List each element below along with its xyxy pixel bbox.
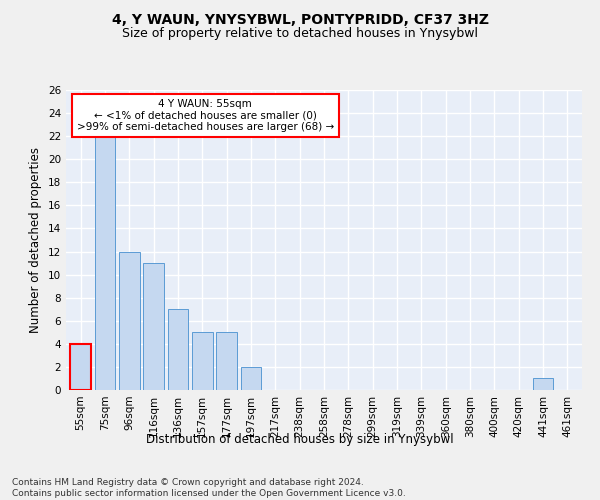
Bar [241,367,262,390]
Text: 4 Y WAUN: 55sqm
← <1% of detached houses are smaller (0)
>99% of semi-detached h: 4 Y WAUN: 55sqm ← <1% of detached houses… [77,99,334,132]
Bar [70,344,91,390]
Y-axis label: Number of detached properties: Number of detached properties [29,147,43,333]
Bar [143,263,164,390]
Text: Contains HM Land Registry data © Crown copyright and database right 2024.
Contai: Contains HM Land Registry data © Crown c… [12,478,406,498]
Bar [533,378,553,390]
Bar [119,252,140,390]
Bar [167,309,188,390]
Text: Distribution of detached houses by size in Ynysybwl: Distribution of detached houses by size … [146,432,454,446]
Bar [95,136,115,390]
Bar [192,332,212,390]
Bar [216,332,237,390]
Text: Size of property relative to detached houses in Ynysybwl: Size of property relative to detached ho… [122,28,478,40]
Text: 4, Y WAUN, YNYSYBWL, PONTYPRIDD, CF37 3HZ: 4, Y WAUN, YNYSYBWL, PONTYPRIDD, CF37 3H… [112,12,488,26]
